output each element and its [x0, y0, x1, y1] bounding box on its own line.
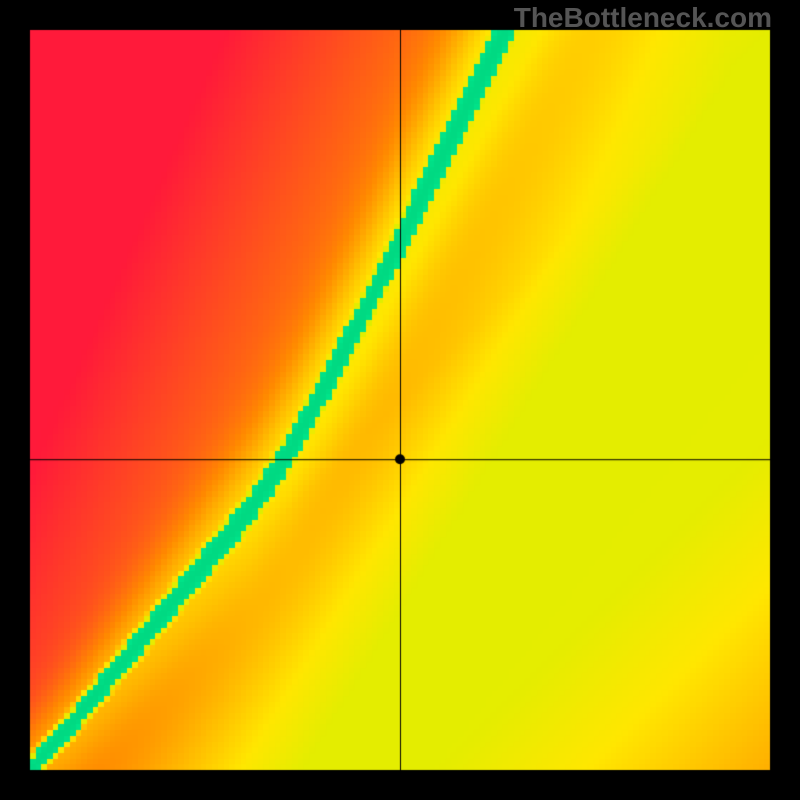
- watermark-text: TheBottleneck.com: [514, 2, 772, 34]
- heatmap-canvas: [0, 0, 800, 800]
- chart-container: TheBottleneck.com: [0, 0, 800, 800]
